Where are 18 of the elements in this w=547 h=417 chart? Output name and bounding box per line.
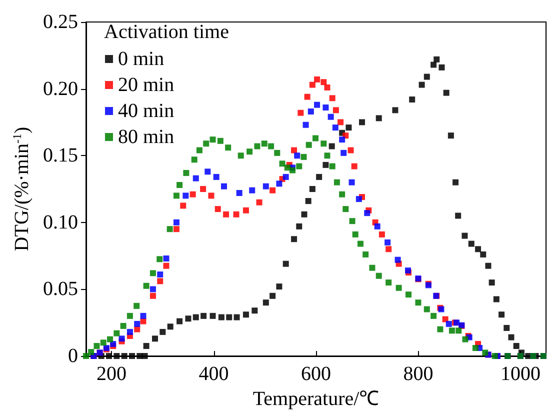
- y-tick-label: 0.20: [43, 78, 78, 100]
- y-tick-label: 0.25: [43, 11, 78, 33]
- x-axis-title: Temperature/℃: [252, 388, 380, 410]
- y-tick-label: 0.15: [43, 144, 78, 167]
- legend-label: 80 min: [118, 126, 174, 148]
- legend-label: 20 min: [118, 74, 174, 96]
- legend-title: Activation time: [104, 21, 230, 43]
- y-tick-label: 0.10: [43, 211, 78, 234]
- y-axis-title: DTG/(%·min-1): [10, 126, 34, 252]
- y-tick-label: 0.05: [43, 278, 78, 300]
- legend-label: 40 min: [118, 100, 174, 122]
- x-tick-label: 800: [403, 363, 434, 385]
- x-tick-label: 1000: [500, 363, 540, 385]
- x-tick-label: 600: [301, 363, 331, 385]
- x-tick-label: 400: [198, 363, 229, 385]
- legend-label: 0 min: [118, 48, 164, 70]
- y-tick-label: 0: [68, 345, 78, 367]
- x-tick-label: 200: [96, 363, 127, 385]
